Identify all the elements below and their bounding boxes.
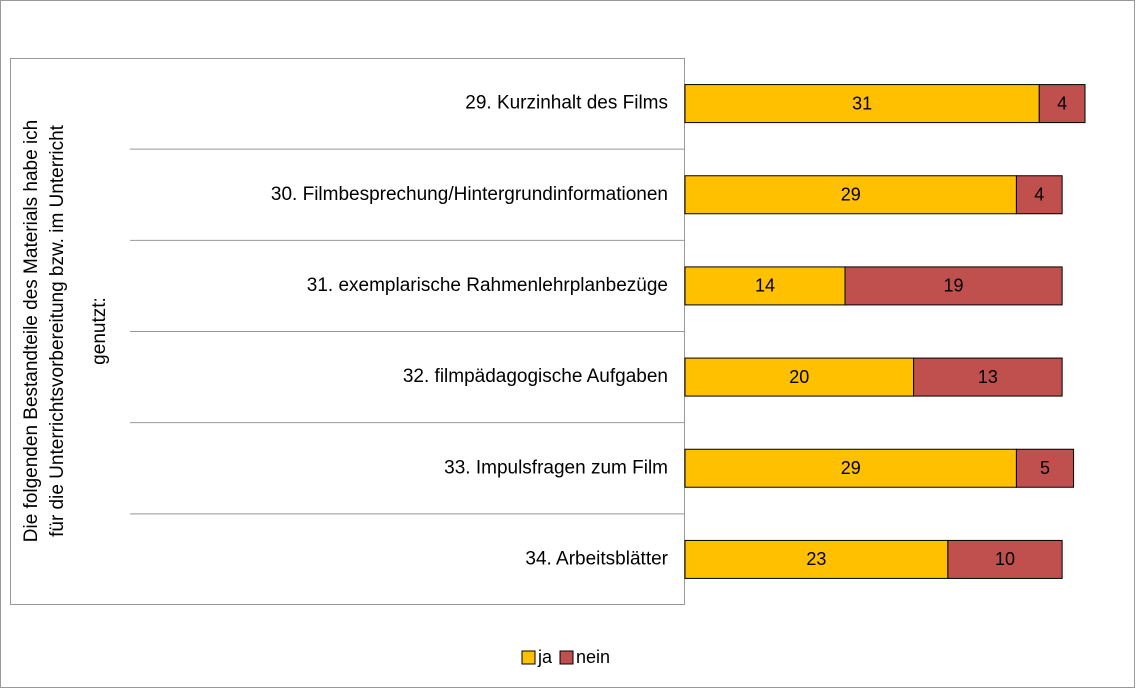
bar-segment: [844, 266, 1063, 306]
category-label: 29. Kurzinhalt des Films: [465, 93, 668, 114]
bar-segment: [947, 539, 1063, 579]
bar-segment: [913, 357, 1063, 397]
category-label: 31. exemplarische Rahmenlehrplanbezüge: [307, 275, 668, 296]
value-label: 4: [1034, 185, 1044, 205]
legend-swatch: [521, 650, 536, 665]
value-label: 19: [944, 276, 964, 296]
value-label: 4: [1057, 93, 1067, 113]
bar-segment: [1038, 84, 1086, 124]
legend-label: ja: [537, 647, 553, 667]
bar-segment: [684, 448, 1017, 488]
category-label: 32. filmpädagogische Aufgaben: [403, 366, 668, 387]
value-label: 5: [1040, 458, 1050, 478]
value-label: 10: [995, 549, 1015, 569]
value-label: 13: [978, 367, 998, 387]
value-label: 14: [755, 276, 775, 296]
axis-label: für die Unterrichtsvorbereitung bzw. im …: [47, 124, 68, 537]
bar-segment: [684, 539, 949, 579]
value-label: 23: [806, 549, 826, 569]
value-label: 29: [841, 185, 861, 205]
legend-swatch: [559, 650, 574, 665]
value-label: 20: [789, 367, 809, 387]
category-label: 30. Filmbesprechung/Hintergrundinformati…: [271, 184, 668, 205]
bar-segment: [684, 84, 1040, 124]
bar-segment: [684, 175, 1017, 215]
category-label: 34. Arbeitsblätter: [525, 548, 668, 569]
legend-label: nein: [576, 647, 610, 667]
axis-label: genutzt:: [89, 297, 110, 365]
axis-label: Die folgenden Bestandteile des Materials…: [21, 120, 42, 543]
category-label: 33. Impulsfragen zum Film: [444, 457, 668, 478]
value-label: 29: [841, 458, 861, 478]
bar-segment: [1015, 175, 1063, 215]
value-label: 31: [852, 93, 872, 113]
bar-segment: [684, 266, 846, 306]
bar-segment: [1015, 448, 1075, 488]
bar-segment: [684, 357, 915, 397]
